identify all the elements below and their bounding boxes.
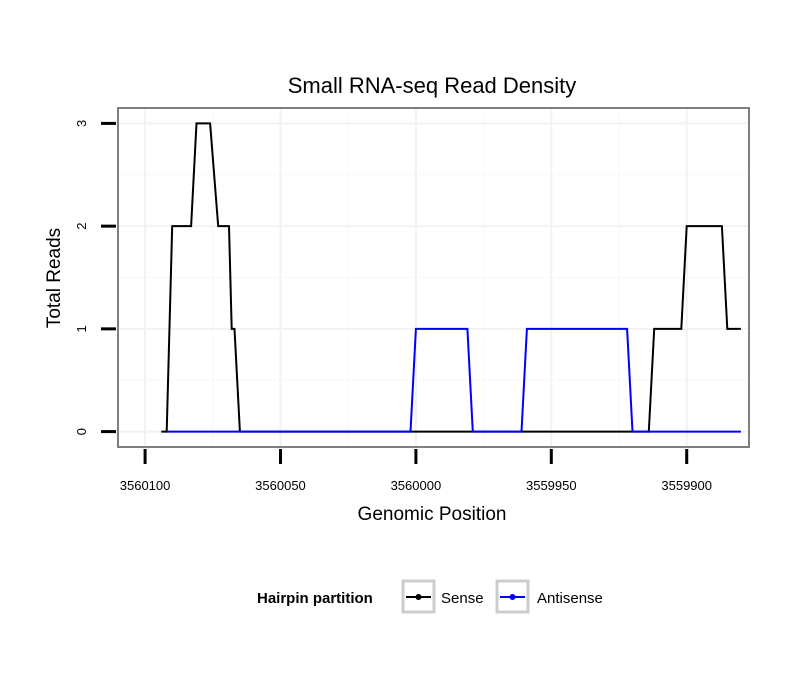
legend: Hairpin partition Sense Antisense [257,579,603,614]
legend-point-antisense [509,594,516,600]
legend-item-antisense[interactable]: Antisense [495,579,603,614]
legend-point-sense [415,594,422,600]
y-axis-title: Total Reads [44,228,65,328]
y-tick-label: 0 [74,428,89,435]
x-tick-label: 3559900 [661,478,712,493]
legend-label-antisense: Antisense [537,590,603,607]
y-tick-label: 3 [74,120,89,127]
x-tick-label: 3560050 [255,478,306,493]
series-line-antisense [166,327,741,433]
legend-item-sense[interactable]: Sense [401,579,484,614]
series-layer [161,122,741,433]
legend-label-sense: Sense [441,590,484,607]
y-tick-label: 1 [74,325,89,332]
y-tick-label: 2 [74,223,89,230]
y-axis: 0 1 2 3 [74,120,116,435]
x-axis: 3560100 3560050 3560000 3559950 3559900 [120,449,712,493]
x-axis-title: Genomic Position [358,504,507,525]
legend-title: Hairpin partition [257,590,373,607]
x-tick-label: 3560100 [120,478,171,493]
x-tick-label: 3559950 [526,478,577,493]
plot-border [117,107,750,448]
x-tick-label: 3560000 [391,478,442,493]
chart-title: Small RNA-seq Read Density [288,73,577,98]
